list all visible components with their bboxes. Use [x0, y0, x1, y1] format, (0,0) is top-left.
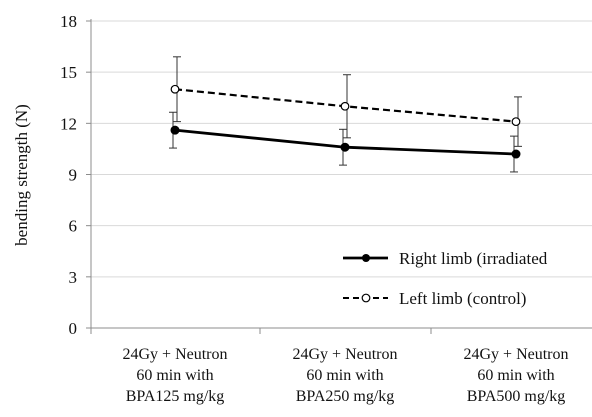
legend-marker: [361, 293, 371, 303]
series-right-limb: [169, 111, 521, 173]
y-tick-label: 3: [69, 268, 78, 287]
data-point: [340, 101, 350, 111]
x-tick-label-line: 24Gy + Neutron: [292, 346, 397, 363]
tick-labels: 0 3 6 9 12 15 18 24Gy + Neutron 60 min with BPA12…: [60, 12, 569, 405]
data-point: [511, 149, 521, 159]
x-tick-label-line: BPA500 mg/kg: [467, 388, 566, 405]
legend: Right limb (irradiated Left limb (control…: [343, 249, 548, 308]
x-tick-label-line: BPA125 mg/kg: [126, 388, 225, 405]
legend-marker: [362, 254, 370, 262]
gridlines: [91, 20, 592, 278]
x-tick-label-line: BPA250 mg/kg: [296, 388, 395, 405]
x-tick-label-line: 60 min with: [136, 367, 213, 384]
legend-label: Right limb (irradiated: [399, 249, 548, 268]
data-point: [511, 117, 521, 127]
x-tick-label: 24Gy + Neutron 60 min with BPA500 mg/kg: [463, 346, 568, 405]
x-tick-label: 24Gy + Neutron 60 min with BPA125 mg/kg: [122, 346, 227, 405]
x-tick-label-line: 60 min with: [306, 367, 383, 384]
y-tick-label: 18: [60, 12, 77, 31]
legend-label: Left limb (control): [399, 289, 526, 308]
axes: [86, 19, 592, 334]
y-tick-label: 9: [69, 166, 78, 185]
x-tick-label-line: 60 min with: [477, 367, 554, 384]
series-left-limb: [170, 56, 522, 147]
data-point: [170, 125, 180, 135]
y-tick-label: 0: [69, 319, 78, 338]
data-point: [170, 84, 180, 94]
series-group: [169, 56, 522, 173]
y-tick-label: 6: [69, 217, 78, 236]
x-tick-label: 24Gy + Neutron 60 min with BPA250 mg/kg: [292, 346, 397, 405]
y-tick-label: 12: [60, 114, 77, 133]
y-tick-label: 15: [60, 63, 77, 82]
x-tick-label-line: 24Gy + Neutron: [463, 346, 568, 363]
y-axis-label: bending strength (N): [12, 104, 31, 246]
x-tick-label-line: 24Gy + Neutron: [122, 346, 227, 363]
data-point: [340, 142, 350, 152]
